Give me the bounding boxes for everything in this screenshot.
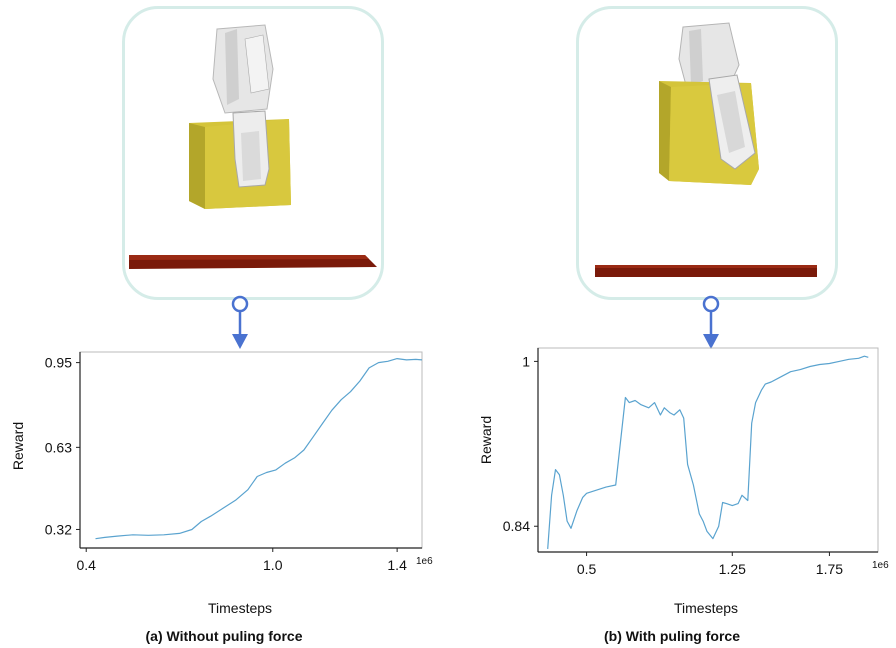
gripper-illustration-b [595,22,817,277]
chart-b-x-exponent-label: 1e6 [872,560,889,571]
chart-a-y-tick-label: 0.32 [45,521,72,537]
reward-chart-a: 0.4 1.0 1.4 0.32 0.63 0.95 1e6 [45,351,433,573]
panel-a: 0.4 1.0 1.4 0.32 0.63 0.95 1e6 Timesteps Rewar… [10,6,433,644]
y-axis-title-a: Reward [10,421,27,471]
chart-b-y-tick-label: 1 [522,353,530,369]
caption-a: (a) Without puling force [145,628,303,644]
simulation-frame-a [122,6,384,300]
x-axis-title-b: Timesteps [674,600,739,616]
reward-chart-b: 0.5 1.25 1.75 0.84 1 1e6 [503,347,889,577]
chart-b-y-tick-label: 0.84 [503,518,530,534]
chart-b-x-tick-label: 1.25 [719,561,746,577]
chart-a-series-line [95,358,423,540]
gripper-illustration-a [129,24,377,269]
chart-a-x-tick-label: 1.0 [263,557,283,573]
chart-a-x-exponent-label: 1e6 [416,556,433,567]
panel-b: 0.5 1.25 1.75 0.84 1 1e6 Timesteps Reward (b)… [448,0,896,648]
chart-a-y-tick-label: 0.63 [45,439,72,455]
chart-b-series-line [547,355,869,549]
connector-arrow-b [702,295,720,349]
chart-a-y-tick-label: 0.95 [45,355,72,371]
chart-a-plot-frame [79,351,423,549]
chart-a-x-tick-label: 1.4 [387,557,407,573]
y-axis-title-b: Reward [478,415,495,465]
x-axis-title-a: Timesteps [208,600,273,616]
connector-arrow-a [231,295,249,349]
chart-b-plot-frame [537,347,879,553]
chart-a-x-tick-label: 0.4 [76,557,96,573]
caption-b: (b) With puling force [604,628,740,644]
chart-b-x-tick-label: 1.75 [816,561,843,577]
chart-b-x-tick-label: 0.5 [577,561,597,577]
